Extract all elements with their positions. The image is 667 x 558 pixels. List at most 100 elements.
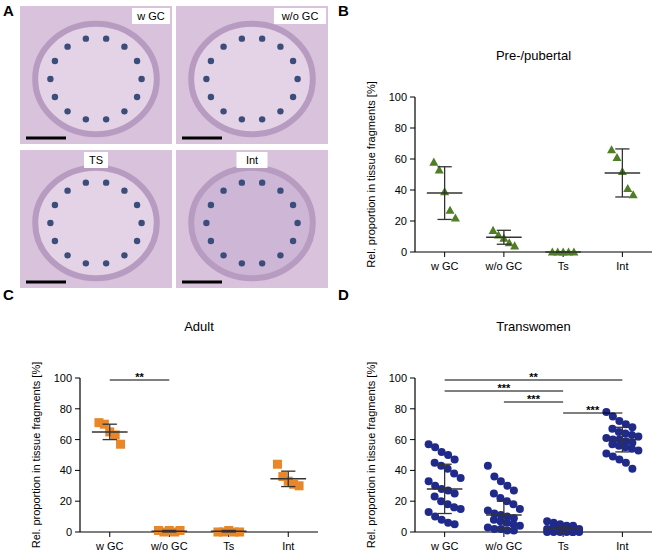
x-tick-label: Ts — [558, 260, 570, 272]
y-tick-label: 0 — [401, 246, 407, 258]
error-cap — [438, 513, 452, 514]
tubule — [191, 24, 313, 134]
nucleus — [208, 202, 214, 208]
nucleus — [121, 252, 127, 258]
nucleus — [290, 238, 296, 244]
error-cap — [438, 464, 452, 465]
point — [451, 490, 459, 498]
x-axis — [80, 531, 318, 532]
marks — [425, 408, 643, 536]
error-bar — [556, 252, 570, 253]
point — [116, 440, 125, 449]
nucleus — [239, 260, 245, 266]
point — [510, 486, 518, 494]
point — [510, 526, 518, 534]
nucleus — [277, 43, 283, 49]
y-tick-label: 100 — [389, 372, 407, 384]
significance-label: *** — [586, 404, 600, 416]
y-tick — [75, 470, 80, 471]
point — [602, 408, 610, 416]
nucleus — [290, 202, 296, 208]
error-stem — [622, 149, 623, 197]
point — [425, 508, 433, 516]
nucleus — [83, 35, 89, 41]
y-axis — [414, 378, 415, 532]
x-tick — [622, 532, 623, 537]
error-cap — [438, 219, 452, 220]
micrograph: w/o GC — [176, 6, 328, 144]
x-tick — [444, 532, 445, 537]
y-label: Rel. proportion in tissue fragments [%] — [365, 362, 377, 548]
y-tick-label: 40 — [395, 184, 407, 196]
point — [451, 213, 460, 221]
y-tick-label: 80 — [60, 403, 72, 415]
tubule — [191, 168, 313, 278]
panel-letter: C — [3, 286, 14, 303]
micrograph: w GC — [20, 6, 172, 144]
y-tick — [410, 408, 415, 409]
y-tick — [410, 252, 415, 253]
x-tick-label: w GC — [95, 540, 124, 552]
y-label: Rel. proportion in tissue fragments [%] — [30, 362, 42, 548]
y-tick — [410, 159, 415, 160]
x-axis — [415, 531, 652, 532]
nucleus — [290, 58, 296, 64]
point — [429, 158, 438, 166]
point — [235, 528, 244, 537]
y-axis — [414, 97, 415, 252]
micrograph: Int — [176, 150, 328, 288]
title: Transwomen — [496, 319, 571, 334]
nucleus — [239, 179, 245, 185]
nucleus — [220, 252, 226, 258]
nucleus — [52, 238, 58, 244]
error-cap — [438, 166, 452, 167]
error-bar — [103, 424, 117, 439]
point — [295, 481, 304, 490]
error-stem — [109, 424, 110, 439]
nucleus — [220, 43, 226, 49]
error-cap — [497, 528, 511, 529]
point — [628, 465, 636, 473]
nucleus — [277, 187, 283, 193]
chart: CAdultRel. proportion in tissue fragment… — [3, 286, 318, 552]
nucleus — [294, 220, 300, 226]
nucleus — [208, 94, 214, 100]
significance-label: ** — [529, 371, 538, 383]
y-tick — [75, 501, 80, 502]
nucleus — [203, 76, 209, 82]
y-tick — [410, 378, 415, 379]
point — [490, 473, 498, 481]
y-tick-label: 20 — [60, 495, 72, 507]
nucleus — [134, 58, 140, 64]
point — [629, 190, 638, 198]
error-bar — [556, 526, 570, 532]
y-tick-label: 20 — [395, 495, 407, 507]
nucleus — [259, 116, 265, 122]
point — [510, 241, 519, 249]
error-cap — [222, 530, 236, 531]
error-stem — [503, 230, 504, 244]
nucleus — [259, 179, 265, 185]
y-axis — [79, 378, 80, 532]
nucleus — [220, 108, 226, 114]
point — [497, 477, 505, 485]
error-cap — [615, 451, 629, 452]
point — [450, 469, 458, 477]
error-bar — [222, 530, 236, 532]
error-cap — [615, 427, 629, 428]
nucleus — [83, 179, 89, 185]
panel-letter: D — [338, 286, 349, 303]
nucleus — [52, 202, 58, 208]
error-stem — [288, 471, 289, 486]
error-bar — [615, 427, 629, 452]
y-tick — [410, 221, 415, 222]
error-cap — [103, 439, 117, 440]
point — [612, 153, 621, 161]
error-cap — [497, 501, 511, 502]
error-bar — [615, 149, 629, 197]
error-stem — [503, 501, 504, 529]
nucleus — [121, 43, 127, 49]
x-tick — [109, 532, 110, 537]
chart: BPre-/pubertalRel. proportion in tissue … — [338, 2, 652, 272]
y-label: Rel. proportion in tissue fragments [%] — [365, 81, 377, 267]
